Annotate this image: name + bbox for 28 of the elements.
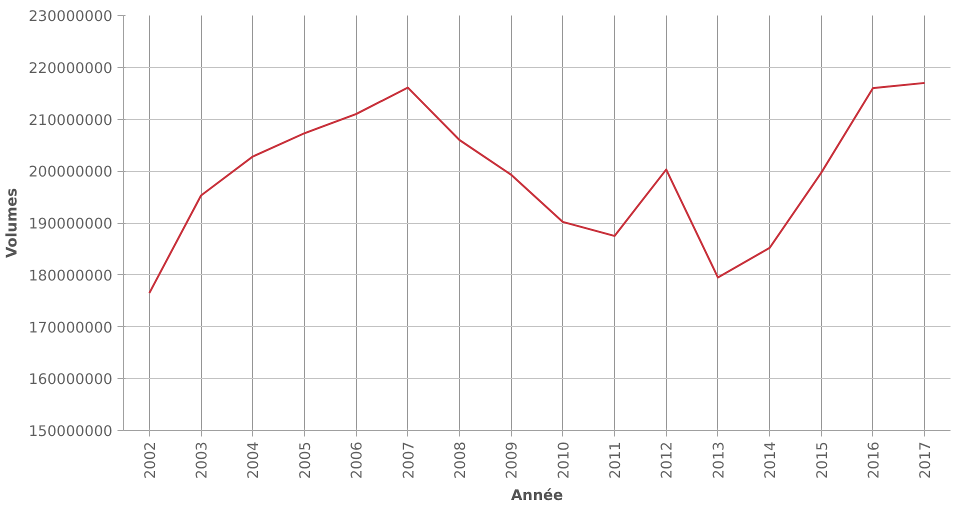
x-tick-label: 2003	[194, 441, 211, 479]
x-tick-label: 2002	[142, 441, 159, 479]
x-tick-label: 2010	[555, 441, 572, 479]
x-tick-label: 2015	[814, 441, 831, 479]
x-tick-label: 2012	[658, 441, 676, 479]
y-tick-label: 200000000	[28, 164, 113, 181]
x-tick-label: 2006	[348, 441, 366, 479]
x-tick-label: 2004	[245, 441, 262, 479]
x-tick-label: 2016	[865, 441, 882, 479]
y-tick-label: 230000000	[28, 8, 113, 25]
y-tick-label: 220000000	[28, 60, 113, 77]
y-tick-label: 190000000	[28, 216, 113, 232]
x-tick-label: 2007	[400, 441, 418, 479]
x-axis-title: Année	[510, 486, 564, 504]
x-tick-label: 2008	[452, 441, 469, 479]
x-tick-label: 2005	[296, 441, 314, 479]
line-series	[148, 82, 926, 294]
x-tick-label: 2011	[607, 441, 624, 479]
y-tick-label: 150000000	[28, 423, 113, 440]
x-tick-label: 2014	[762, 441, 780, 479]
x-tick-label: 2017	[917, 441, 934, 479]
y-axis-title: Volumes	[4, 188, 21, 258]
x-tick-label: 2009	[504, 441, 521, 479]
y-tick-label: 170000000	[28, 319, 113, 336]
y-tick-label: 160000000	[28, 371, 113, 388]
x-tick-label: 2013	[710, 441, 728, 479]
y-tick-label: 210000000	[28, 112, 113, 129]
y-tick-label: 180000000	[28, 267, 113, 284]
